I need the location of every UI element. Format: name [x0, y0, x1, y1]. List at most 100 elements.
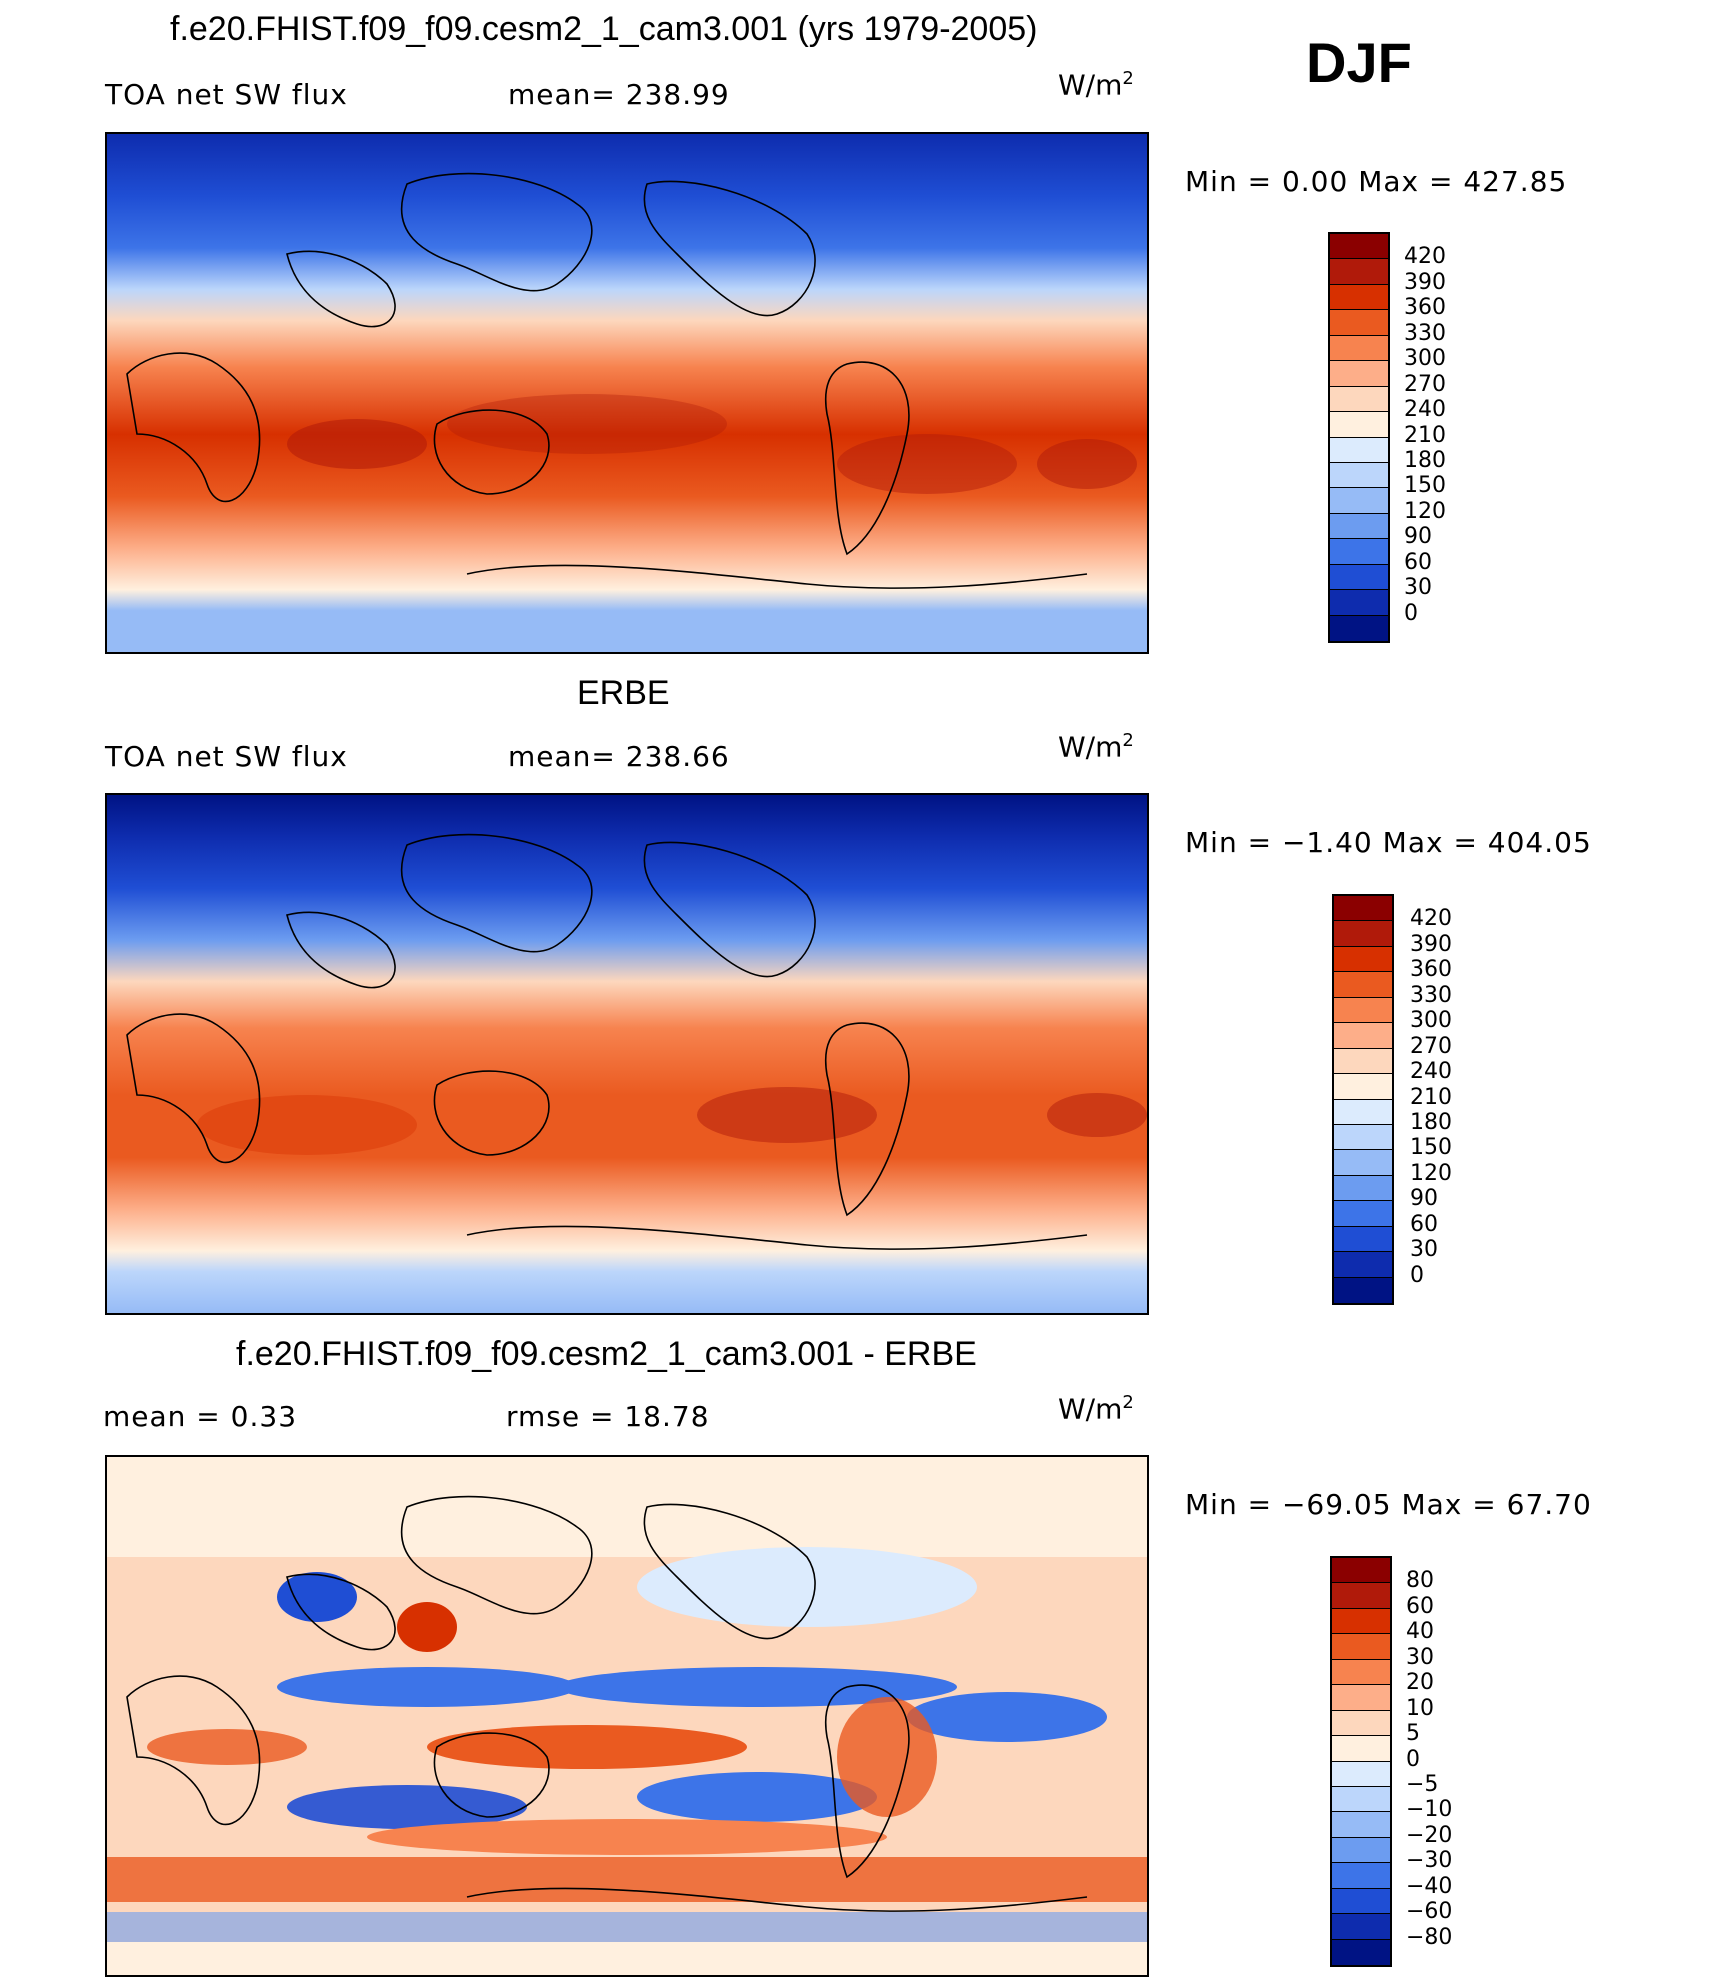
coastlines: [126, 1495, 1088, 1912]
colorbar-tick-label: 90: [1404, 524, 1432, 550]
colorbar-swatch: [1330, 310, 1388, 336]
colorbar-tick-label: 270: [1410, 1033, 1452, 1059]
coastlines: [126, 172, 1088, 589]
colorbar-swatch: [1330, 590, 1388, 616]
variable-label: TOA net SW flux: [105, 78, 348, 111]
colorbar-tick-label: 390: [1410, 931, 1452, 957]
colorbar-tick-label: 150: [1404, 473, 1446, 499]
units-label: W/m2: [1058, 68, 1134, 102]
colorbar-swatch: [1332, 1608, 1390, 1635]
colorbar-tick-label: 80: [1406, 1568, 1434, 1594]
colorbar-swatch: [1332, 1939, 1390, 1965]
variable-label: TOA net SW flux: [105, 740, 348, 773]
units-label: W/m2: [1058, 1392, 1134, 1426]
colorbar-swatch: [1332, 1558, 1390, 1584]
colorbar-tick-label: 420: [1410, 906, 1452, 932]
colorbar-swatch: [1334, 1175, 1392, 1202]
min-label: Min = −1.40 Max = 404.05: [1185, 826, 1592, 859]
colorbar-tick-label: 210: [1410, 1084, 1452, 1110]
colorbar-swatch: [1332, 1659, 1390, 1686]
colorbar-swatch: [1332, 1812, 1390, 1838]
colorbar-tick-label: 420: [1404, 244, 1446, 270]
colorbar-swatch: [1332, 1685, 1390, 1711]
colorbar-swatch: [1330, 234, 1388, 260]
colorbar-swatch: [1334, 921, 1392, 947]
colorbar-tick-label: 390: [1404, 269, 1446, 295]
colorbar-swatch: [1330, 513, 1388, 540]
colorbar-tick-label: −5: [1406, 1771, 1439, 1797]
colorbar-swatch: [1330, 386, 1388, 413]
min-label: Min = −69.05 Max = 67.70: [1185, 1488, 1592, 1521]
colorbar-swatch: [1332, 1736, 1390, 1762]
map-model: [105, 132, 1149, 654]
colorbar-swatch: [1330, 259, 1388, 285]
colorbar-tick-label: 330: [1410, 982, 1452, 1008]
colorbar-swatch: [1332, 1863, 1390, 1889]
colorbar-swatch: [1334, 1201, 1392, 1227]
colorbar-swatch: [1332, 1634, 1390, 1660]
colorbar-tick-label: 120: [1404, 498, 1446, 524]
colorbar-tick-label: 0: [1410, 1262, 1424, 1288]
colorbar-diff: [1330, 1556, 1392, 1967]
colorbar-swatch: [1330, 488, 1388, 514]
colorbar-tick-label: −40: [1406, 1873, 1453, 1899]
colorbar-tick-label: 60: [1404, 549, 1432, 575]
colorbar-tick-label: 300: [1410, 1008, 1452, 1034]
colorbar-swatch: [1332, 1761, 1390, 1787]
colorbar-tick-label: 240: [1404, 397, 1446, 423]
colorbar-tick-label: 90: [1410, 1186, 1438, 1212]
colorbar-swatch: [1334, 997, 1392, 1024]
colorbar-tick-label: 180: [1410, 1109, 1452, 1135]
colorbar-tick-label: 40: [1406, 1619, 1434, 1645]
colorbar-tick-label: 270: [1404, 371, 1446, 397]
min-label: Min = 0.00 Max = 427.85: [1185, 165, 1568, 198]
rmse-label: rmse = 18.78: [506, 1400, 710, 1433]
colorbar-swatch: [1334, 972, 1392, 998]
colorbar-swatch: [1332, 1583, 1390, 1609]
colorbar-swatch: [1334, 1099, 1392, 1125]
colorbar-swatch: [1330, 412, 1388, 438]
colorbar-swatch: [1330, 335, 1388, 362]
colorbar-tick-label: 10: [1406, 1695, 1434, 1721]
colorbar-tick-label: 60: [1406, 1593, 1434, 1619]
colorbar-swatch: [1334, 1150, 1392, 1176]
colorbar-swatch: [1332, 1710, 1390, 1737]
colorbar-tick-label: −80: [1406, 1924, 1453, 1950]
colorbar-swatch: [1334, 1023, 1392, 1049]
mean-label: mean = 0.33: [103, 1400, 298, 1433]
season-label: DJF: [1306, 31, 1412, 94]
map-obs: [105, 793, 1149, 1315]
colorbar-tick-label: 60: [1410, 1211, 1438, 1237]
colorbar-swatch: [1330, 539, 1388, 565]
colorbar-swatch: [1330, 361, 1388, 387]
colorbar-swatch: [1334, 1277, 1392, 1303]
colorbar-tick-label: 240: [1410, 1059, 1452, 1085]
colorbar-swatch: [1330, 437, 1388, 463]
colorbar-model: [1328, 232, 1390, 643]
colorbar-swatch: [1334, 1252, 1392, 1278]
colorbar-tick-label: 0: [1404, 600, 1418, 626]
colorbar-tick-label: 30: [1406, 1644, 1434, 1670]
colorbar-swatch: [1332, 1786, 1390, 1813]
colorbar-swatch: [1332, 1837, 1390, 1864]
panel-title: ERBE: [577, 674, 670, 712]
colorbar-swatch: [1334, 946, 1392, 973]
colorbar-tick-label: 30: [1404, 575, 1432, 601]
colorbar-tick-label: −10: [1406, 1797, 1453, 1823]
colorbar-swatch: [1330, 564, 1388, 591]
colorbar-swatch: [1334, 1124, 1392, 1151]
colorbar-tick-label: 30: [1410, 1237, 1438, 1263]
coastlines: [126, 833, 1088, 1250]
colorbar-tick-label: 360: [1404, 295, 1446, 321]
colorbar-tick-label: 120: [1410, 1160, 1452, 1186]
colorbar-tick-label: 330: [1404, 320, 1446, 346]
colorbar-tick-label: −20: [1406, 1822, 1453, 1848]
colorbar-tick-label: 300: [1404, 346, 1446, 372]
colorbar-swatch: [1334, 896, 1392, 922]
colorbar-tick-label: −60: [1406, 1899, 1453, 1925]
colorbar-tick-label: 5: [1406, 1721, 1420, 1747]
colorbar-swatch: [1332, 1888, 1390, 1915]
colorbar-tick-label: 150: [1410, 1135, 1452, 1161]
colorbar-obs: [1332, 894, 1394, 1305]
mean-label: mean= 238.66: [508, 740, 730, 773]
